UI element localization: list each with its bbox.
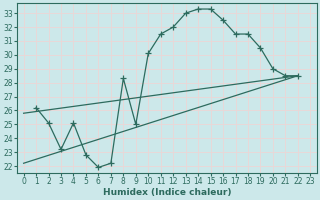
X-axis label: Humidex (Indice chaleur): Humidex (Indice chaleur) [103,188,231,197]
